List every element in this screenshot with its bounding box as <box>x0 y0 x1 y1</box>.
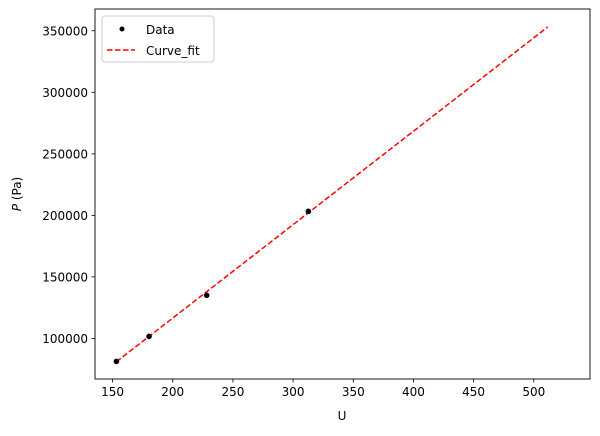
axes-frame <box>94 8 591 380</box>
y-tick-label: 150000 <box>42 270 88 284</box>
x-tick-label: 500 <box>522 385 545 399</box>
x-tick-label: 450 <box>462 385 485 399</box>
x-tick-label: 400 <box>402 385 425 399</box>
legend-data-marker <box>119 26 125 32</box>
y-axis-label-symbol: P <box>10 203 24 211</box>
x-tick-label: 200 <box>161 385 184 399</box>
data-point <box>113 358 120 365</box>
data-point <box>146 333 152 340</box>
y-axis-label-unit: (Pa) <box>10 177 24 204</box>
data-point <box>203 292 210 299</box>
curve-fit-line <box>115 26 549 363</box>
y-tick-label: 100000 <box>42 332 88 346</box>
legend-fit-label: Curve_fit <box>146 44 200 58</box>
legend: Data Curve_fit <box>101 15 215 63</box>
x-tick-label: 300 <box>282 385 305 399</box>
x-tick-label: 150 <box>101 385 124 399</box>
y-tick-label: 350000 <box>42 24 88 38</box>
x-tick-label: 250 <box>221 385 244 399</box>
data-point <box>305 208 312 215</box>
y-axis-label: P (Pa) <box>10 177 24 211</box>
y-tick-label: 200000 <box>42 209 88 223</box>
y-tick-label: 250000 <box>42 147 88 161</box>
x-axis-label: U <box>338 409 347 423</box>
y-tick-label: 300000 <box>42 86 88 100</box>
x-tick-label: 350 <box>342 385 365 399</box>
legend-data-label: Data <box>146 23 175 37</box>
legend-box <box>101 15 215 63</box>
